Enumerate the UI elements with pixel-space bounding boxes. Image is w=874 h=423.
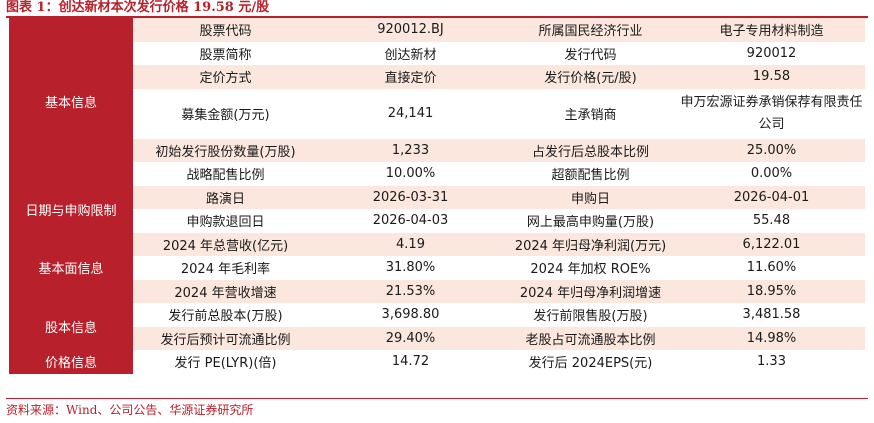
field-label: 占发行后总股本比例 bbox=[503, 138, 678, 162]
source-note: 资料来源：Wind、公司公告、华源证券研究所 bbox=[6, 403, 254, 417]
top-rule bbox=[6, 16, 868, 18]
field-label: 发行 PE(LYR)(倍) bbox=[133, 350, 318, 374]
field-label: 2024 年加权 ROE% bbox=[503, 256, 678, 280]
field-label: 发行价格(元/股) bbox=[503, 65, 678, 89]
table-row: 股票简称 创达新材 发行代码 920012 bbox=[9, 41, 865, 65]
field-label: 发行前限售股(万股) bbox=[503, 303, 678, 327]
table-row: 2024 年营收增速 21.53% 2024 年归母净利润增速 18.95% bbox=[9, 279, 865, 303]
field-label: 股票简称 bbox=[133, 41, 318, 65]
field-label: 发行后预计可流通比例 bbox=[133, 326, 318, 350]
category-fundamentals: 基本面信息 bbox=[9, 232, 133, 303]
table-row: 日期与申购限制 路演日 2026-03-31 申购日 2026-04-01 bbox=[9, 185, 865, 233]
table-row: 募集金额(万元) 24,141 主承销商 申万宏源证券承销保荐有限责任公司 bbox=[9, 88, 865, 139]
field-label: 申购日 bbox=[503, 185, 678, 209]
table-row: 申购款退回日 2026-04-03 网上最高申购量(万股) 55.48 bbox=[9, 209, 865, 233]
category-dates: 日期与申购限制 bbox=[9, 185, 133, 233]
field-value: 电子专用材料制造 bbox=[678, 18, 865, 42]
table-row: 价格信息 发行 PE(LYR)(倍) 14.72 发行后 2024EPS(元) … bbox=[9, 350, 865, 374]
figure-title: 图表 1：创达新材本次发行价格 19.58 元/股 bbox=[6, 0, 270, 15]
field-label: 2024 年归母净利润增速 bbox=[503, 279, 678, 303]
ipo-info-table: 基本信息 股票代码 920012.BJ 所属国民经济行业 电子专用材料制造 股票… bbox=[9, 18, 865, 374]
field-value: 3,481.58 bbox=[678, 303, 865, 327]
field-value: 21.53% bbox=[318, 279, 503, 303]
field-label: 2024 年总营收(亿元) bbox=[133, 232, 318, 256]
field-value: 6,122.01 bbox=[678, 232, 865, 256]
field-value: 25.00% bbox=[678, 138, 865, 162]
field-label: 股票代码 bbox=[133, 18, 318, 42]
table-row: 发行后预计可流通比例 29.40% 老股占可流通股本比例 14.98% bbox=[9, 326, 865, 350]
category-basic: 基本信息 bbox=[9, 18, 133, 186]
field-value: 14.72 bbox=[318, 350, 503, 374]
field-label: 战略配售比例 bbox=[133, 162, 318, 186]
field-value: 19.58 bbox=[678, 65, 865, 89]
field-label: 申购款退回日 bbox=[133, 209, 318, 233]
table-row: 基本信息 股票代码 920012.BJ 所属国民经济行业 电子专用材料制造 bbox=[9, 18, 865, 186]
field-label: 网上最高申购量(万股) bbox=[503, 209, 678, 233]
table-row: 战略配售比例 10.00% 超额配售比例 0.00% bbox=[9, 162, 865, 186]
field-value: 18.95% bbox=[678, 279, 865, 303]
field-value: 2026-04-03 bbox=[318, 209, 503, 233]
table-row: 定价方式 直接定价 发行价格(元/股) 19.58 bbox=[9, 65, 865, 89]
field-label: 2024 年营收增速 bbox=[133, 279, 318, 303]
category-capital: 股本信息 bbox=[9, 303, 133, 350]
field-value: 55.48 bbox=[678, 209, 865, 233]
field-value: 直接定价 bbox=[318, 65, 503, 89]
field-value: 2026-04-01 bbox=[678, 185, 865, 209]
field-label: 2024 年毛利率 bbox=[133, 256, 318, 280]
table-row: 2024 年毛利率 31.80% 2024 年加权 ROE% 11.60% bbox=[9, 256, 865, 280]
field-label: 老股占可流通股本比例 bbox=[503, 326, 678, 350]
field-value: 3,698.80 bbox=[318, 303, 503, 327]
field-label: 所属国民经济行业 bbox=[503, 18, 678, 42]
field-value: 24,141 bbox=[318, 88, 503, 139]
field-value: 11.60% bbox=[678, 256, 865, 280]
bottom-rule bbox=[6, 398, 868, 399]
field-label: 初始发行股份数量(万股) bbox=[133, 138, 318, 162]
field-value: 2026-03-31 bbox=[318, 185, 503, 209]
table-row: 初始发行股份数量(万股) 1,233 占发行后总股本比例 25.00% bbox=[9, 138, 865, 162]
table-row: 基本面信息 2024 年总营收(亿元) 4.19 2024 年归母净利润(万元)… bbox=[9, 232, 865, 303]
category-price: 价格信息 bbox=[9, 350, 133, 374]
field-value: 29.40% bbox=[318, 326, 503, 350]
field-label: 路演日 bbox=[133, 185, 318, 209]
field-value: 申万宏源证券承销保荐有限责任公司 bbox=[678, 88, 865, 139]
field-value: 1.33 bbox=[678, 350, 865, 374]
field-label: 2024 年归母净利润(万元) bbox=[503, 232, 678, 256]
field-value: 10.00% bbox=[318, 162, 503, 186]
field-label: 定价方式 bbox=[133, 65, 318, 89]
field-value: 920012.BJ bbox=[318, 18, 503, 42]
field-label: 发行代码 bbox=[503, 41, 678, 65]
field-value: 14.98% bbox=[678, 326, 865, 350]
field-value: 4.19 bbox=[318, 232, 503, 256]
field-label: 超额配售比例 bbox=[503, 162, 678, 186]
field-label: 发行前总股本(万股) bbox=[133, 303, 318, 327]
field-label: 募集金额(万元) bbox=[133, 88, 318, 139]
field-value: 0.00% bbox=[678, 162, 865, 186]
field-label: 发行后 2024EPS(元) bbox=[503, 350, 678, 374]
field-label: 主承销商 bbox=[503, 88, 678, 139]
field-value: 920012 bbox=[678, 41, 865, 65]
field-value: 1,233 bbox=[318, 138, 503, 162]
table-row: 股本信息 发行前总股本(万股) 3,698.80 发行前限售股(万股) 3,48… bbox=[9, 303, 865, 350]
field-value: 创达新材 bbox=[318, 41, 503, 65]
field-value: 31.80% bbox=[318, 256, 503, 280]
